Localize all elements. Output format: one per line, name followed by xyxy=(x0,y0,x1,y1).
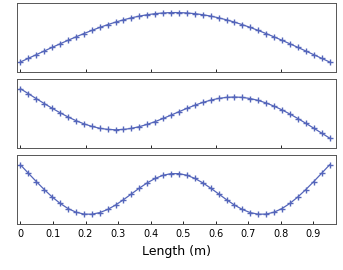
X-axis label: Length (m): Length (m) xyxy=(142,245,211,258)
